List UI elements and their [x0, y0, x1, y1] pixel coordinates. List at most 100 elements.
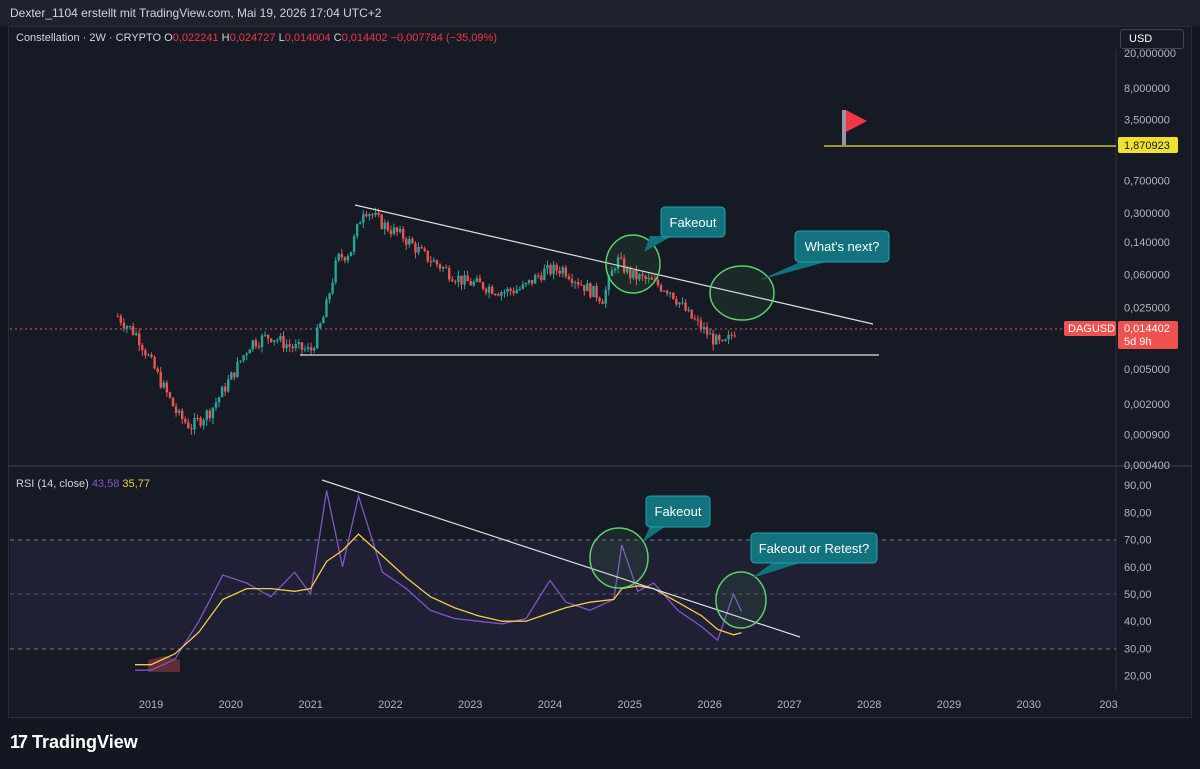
fakeout-callout-rsi[interactable]: Fakeout [643, 495, 711, 542]
candle-body [276, 340, 279, 342]
low-value: 0,014004 [284, 32, 331, 44]
time-tick-label: 2022 [378, 699, 402, 711]
candle-body [147, 354, 150, 356]
candle-body [122, 322, 126, 329]
price-tick-label: 0,300000 [1124, 208, 1170, 220]
candle-body [374, 212, 377, 215]
candle-body [205, 410, 208, 421]
candle-body [128, 326, 132, 328]
candle-body [472, 281, 475, 286]
candle-body [125, 326, 129, 329]
candle-body [644, 276, 647, 280]
candle-body [337, 253, 340, 261]
candle-body [675, 299, 678, 305]
candle-body [325, 299, 328, 318]
candle-body [162, 382, 165, 388]
candle-body [647, 277, 650, 280]
price-tick-label: 0,000400 [1124, 460, 1170, 472]
candle-body [478, 278, 482, 283]
candle-body [552, 264, 555, 275]
candle-body [138, 333, 141, 346]
candle-body [690, 309, 693, 319]
candle-body [309, 347, 313, 351]
candle-body [217, 397, 221, 403]
candle-body [622, 258, 626, 273]
candle-body [300, 342, 304, 350]
candle-body [429, 261, 433, 263]
tradingview-brand[interactable]: 17 TradingView [10, 732, 138, 753]
currency-button[interactable]: USD [1120, 29, 1184, 49]
candle-body [595, 285, 598, 298]
price-tick-label: 20,000000 [1124, 48, 1176, 60]
candle-body [494, 294, 497, 296]
rsi-trendline[interactable] [321, 479, 801, 638]
time-tick-label: 2025 [618, 699, 642, 711]
rsi-tick-label: 20,00 [1124, 671, 1152, 683]
fakeout-callout-price[interactable]: Fakeout [644, 206, 726, 252]
candle-body [463, 275, 466, 285]
price-tick-label: 0,002000 [1124, 399, 1170, 411]
candle-body [306, 347, 310, 350]
chart-frame [8, 26, 1192, 718]
candle-body [401, 229, 405, 239]
candle-body [251, 340, 254, 350]
brand-text: TradingView [32, 732, 138, 752]
candle-body [165, 382, 169, 393]
candle-body [503, 292, 506, 294]
whats-next-callout-text: What's next? [805, 239, 880, 254]
candle-body [362, 214, 365, 223]
retest-circle-rsi [715, 571, 767, 629]
candle-body [395, 227, 399, 232]
candle-body [266, 334, 270, 339]
footer [0, 718, 1200, 769]
candle-body [687, 309, 690, 311]
candle-body [227, 379, 230, 392]
candle-body [294, 344, 297, 349]
candle-body [343, 257, 347, 261]
candlesticks [116, 207, 736, 435]
candle-body [708, 333, 712, 335]
candle-body [199, 417, 202, 426]
candle-body [190, 428, 193, 430]
high-value: 0,024727 [229, 32, 276, 44]
time-tick-label: 2027 [777, 699, 801, 711]
candle-body [328, 293, 331, 300]
candle-body [543, 268, 546, 281]
low-label: L [278, 32, 285, 44]
open-value: 0,022241 [172, 32, 219, 44]
fakeout-retest-callout[interactable]: Fakeout or Retest? [750, 532, 878, 578]
candle-body [398, 229, 402, 232]
candle-body [567, 276, 571, 280]
candle-body [144, 350, 147, 356]
candle-body [558, 270, 561, 274]
whats-next-callout[interactable]: What's next? [760, 230, 890, 280]
candle-body [223, 386, 227, 392]
candle-body [537, 275, 540, 277]
candle-body [208, 410, 212, 419]
candle-body [490, 286, 494, 295]
candle-body [377, 212, 380, 215]
rsi-legend: RSI (14, close) 43,58 35,77 [16, 478, 150, 490]
candle-body [426, 250, 429, 262]
candle-body [583, 284, 586, 292]
close-label: C [333, 32, 342, 44]
current-price-badge-text: 0,014402 [1124, 323, 1170, 335]
candle-body [515, 289, 518, 294]
candle-body [297, 342, 301, 345]
candle-body [512, 290, 515, 294]
candle-body [365, 214, 368, 217]
candle-body [733, 335, 736, 337]
countdown-text: 5d 9h [1124, 336, 1152, 348]
candle-body [460, 275, 463, 285]
price-resistance-trendline[interactable] [354, 204, 874, 325]
current-price-badge [1118, 321, 1178, 349]
candle-body [638, 274, 641, 280]
candle-body [177, 410, 181, 414]
time-tick-label: 2026 [697, 699, 721, 711]
rsi-ma-value: 35,77 [122, 478, 150, 490]
candle-body [484, 288, 488, 293]
candle-body [346, 256, 350, 261]
candle-body [576, 281, 580, 285]
candle-body [662, 290, 666, 292]
